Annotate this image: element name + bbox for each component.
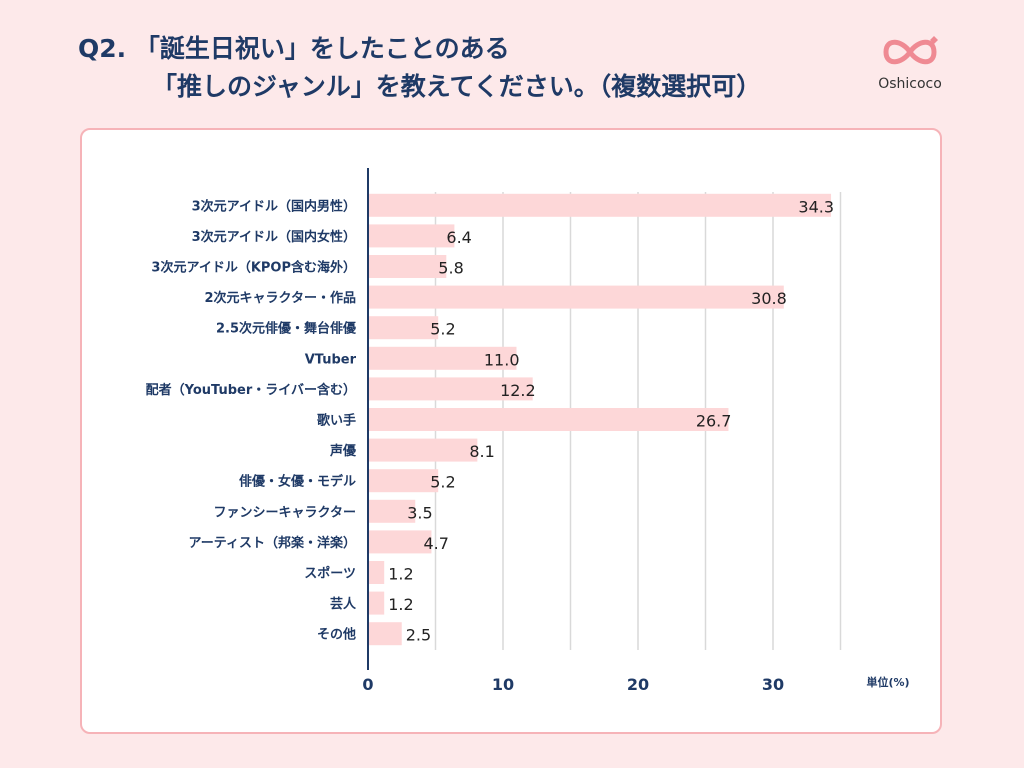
axes: 0 10 20 30 単位(%) [362, 168, 910, 694]
bar [368, 438, 478, 462]
infinity-heart-icon [883, 36, 938, 65]
value-label: 26.7 [696, 412, 732, 431]
brand-name: Oshicoco [878, 76, 942, 92]
category-label: スポーツ [304, 566, 356, 582]
value-label: 34.3 [798, 197, 834, 216]
category-label: 声優 [329, 443, 357, 459]
value-label: 3.5 [407, 503, 432, 522]
category-label: 3次元アイドル（KPOP含む海外） [151, 260, 356, 276]
bar [368, 469, 439, 493]
bar [368, 561, 385, 584]
bar [368, 530, 432, 554]
chart-title: Q2. 「誕生日祝い」をしたことのある 「推しのジャンル」を教えてください。（複… [78, 30, 761, 106]
bar [368, 408, 729, 431]
chart-panel: 3次元アイドル（国内男性） 3次元アイドル（国内女性） 3次元アイドル（KPOP含む… [80, 128, 942, 734]
title-line-1: Q2. 「誕生日祝い」をしたことのある [78, 34, 510, 63]
bar [368, 285, 784, 309]
category-label: 俳優・女優・モデル [239, 474, 356, 490]
value-label: 5.2 [430, 473, 455, 492]
x-tick-label: 0 [362, 675, 373, 694]
value-label: 11.0 [484, 350, 520, 369]
category-label: 芸人 [330, 596, 357, 612]
x-tick-label: 20 [627, 675, 649, 694]
bar [368, 499, 416, 523]
bar [368, 224, 455, 248]
bar [368, 377, 533, 401]
category-label: 3次元アイドル（国内女性） [192, 229, 356, 245]
value-label: 4.7 [423, 534, 448, 553]
value-label: 1.2 [388, 565, 413, 584]
category-labels: 3次元アイドル（国内男性） 3次元アイドル（国内女性） 3次元アイドル（KPOP含む… [146, 198, 357, 642]
brand-logo: Oshicoco [872, 34, 948, 92]
value-label: 30.8 [751, 289, 787, 308]
x-tick-label: 30 [762, 675, 784, 694]
value-labels: 34.3 6.4 5.8 30.8 5.2 11.0 12.2 26.7 8.1 5.2 3.5 4.… [388, 197, 834, 644]
bar [368, 316, 439, 340]
value-label: 12.2 [500, 381, 536, 400]
bar-chart: 3次元アイドル（国内男性） 3次元アイドル（国内女性） 3次元アイドル（KPOP含む… [146, 168, 910, 694]
category-label: ファンシーキャラクター [214, 505, 356, 520]
value-label: 8.1 [469, 442, 494, 461]
category-label: VTuber [305, 352, 357, 367]
x-tick-label: 10 [492, 675, 514, 694]
value-label: 6.4 [446, 228, 471, 247]
category-label: 配者（YouTuber・ライバー含む） [146, 382, 356, 398]
bar [368, 346, 517, 370]
category-label: その他 [317, 627, 356, 643]
category-label: アーティスト（邦楽・洋楽） [189, 535, 356, 551]
value-label: 5.2 [430, 320, 455, 339]
bars [368, 193, 832, 646]
value-label: 2.5 [406, 626, 431, 645]
category-label: 2.5次元俳優・舞台俳優 [216, 321, 357, 337]
bar [368, 591, 385, 615]
category-label: 2次元キャラクター・作品 [204, 290, 356, 306]
value-label: 5.8 [438, 259, 463, 278]
unit-label: 単位(%) [866, 675, 909, 689]
bar [368, 622, 402, 646]
category-label: 3次元アイドル（国内男性） [192, 198, 356, 214]
value-label: 1.2 [388, 595, 413, 614]
title-line-2: 「推しのジャンル」を教えてください。（複数選択可） [152, 72, 762, 101]
bar [368, 255, 447, 278]
category-label: 歌い手 [317, 413, 356, 429]
bar [368, 193, 832, 217]
